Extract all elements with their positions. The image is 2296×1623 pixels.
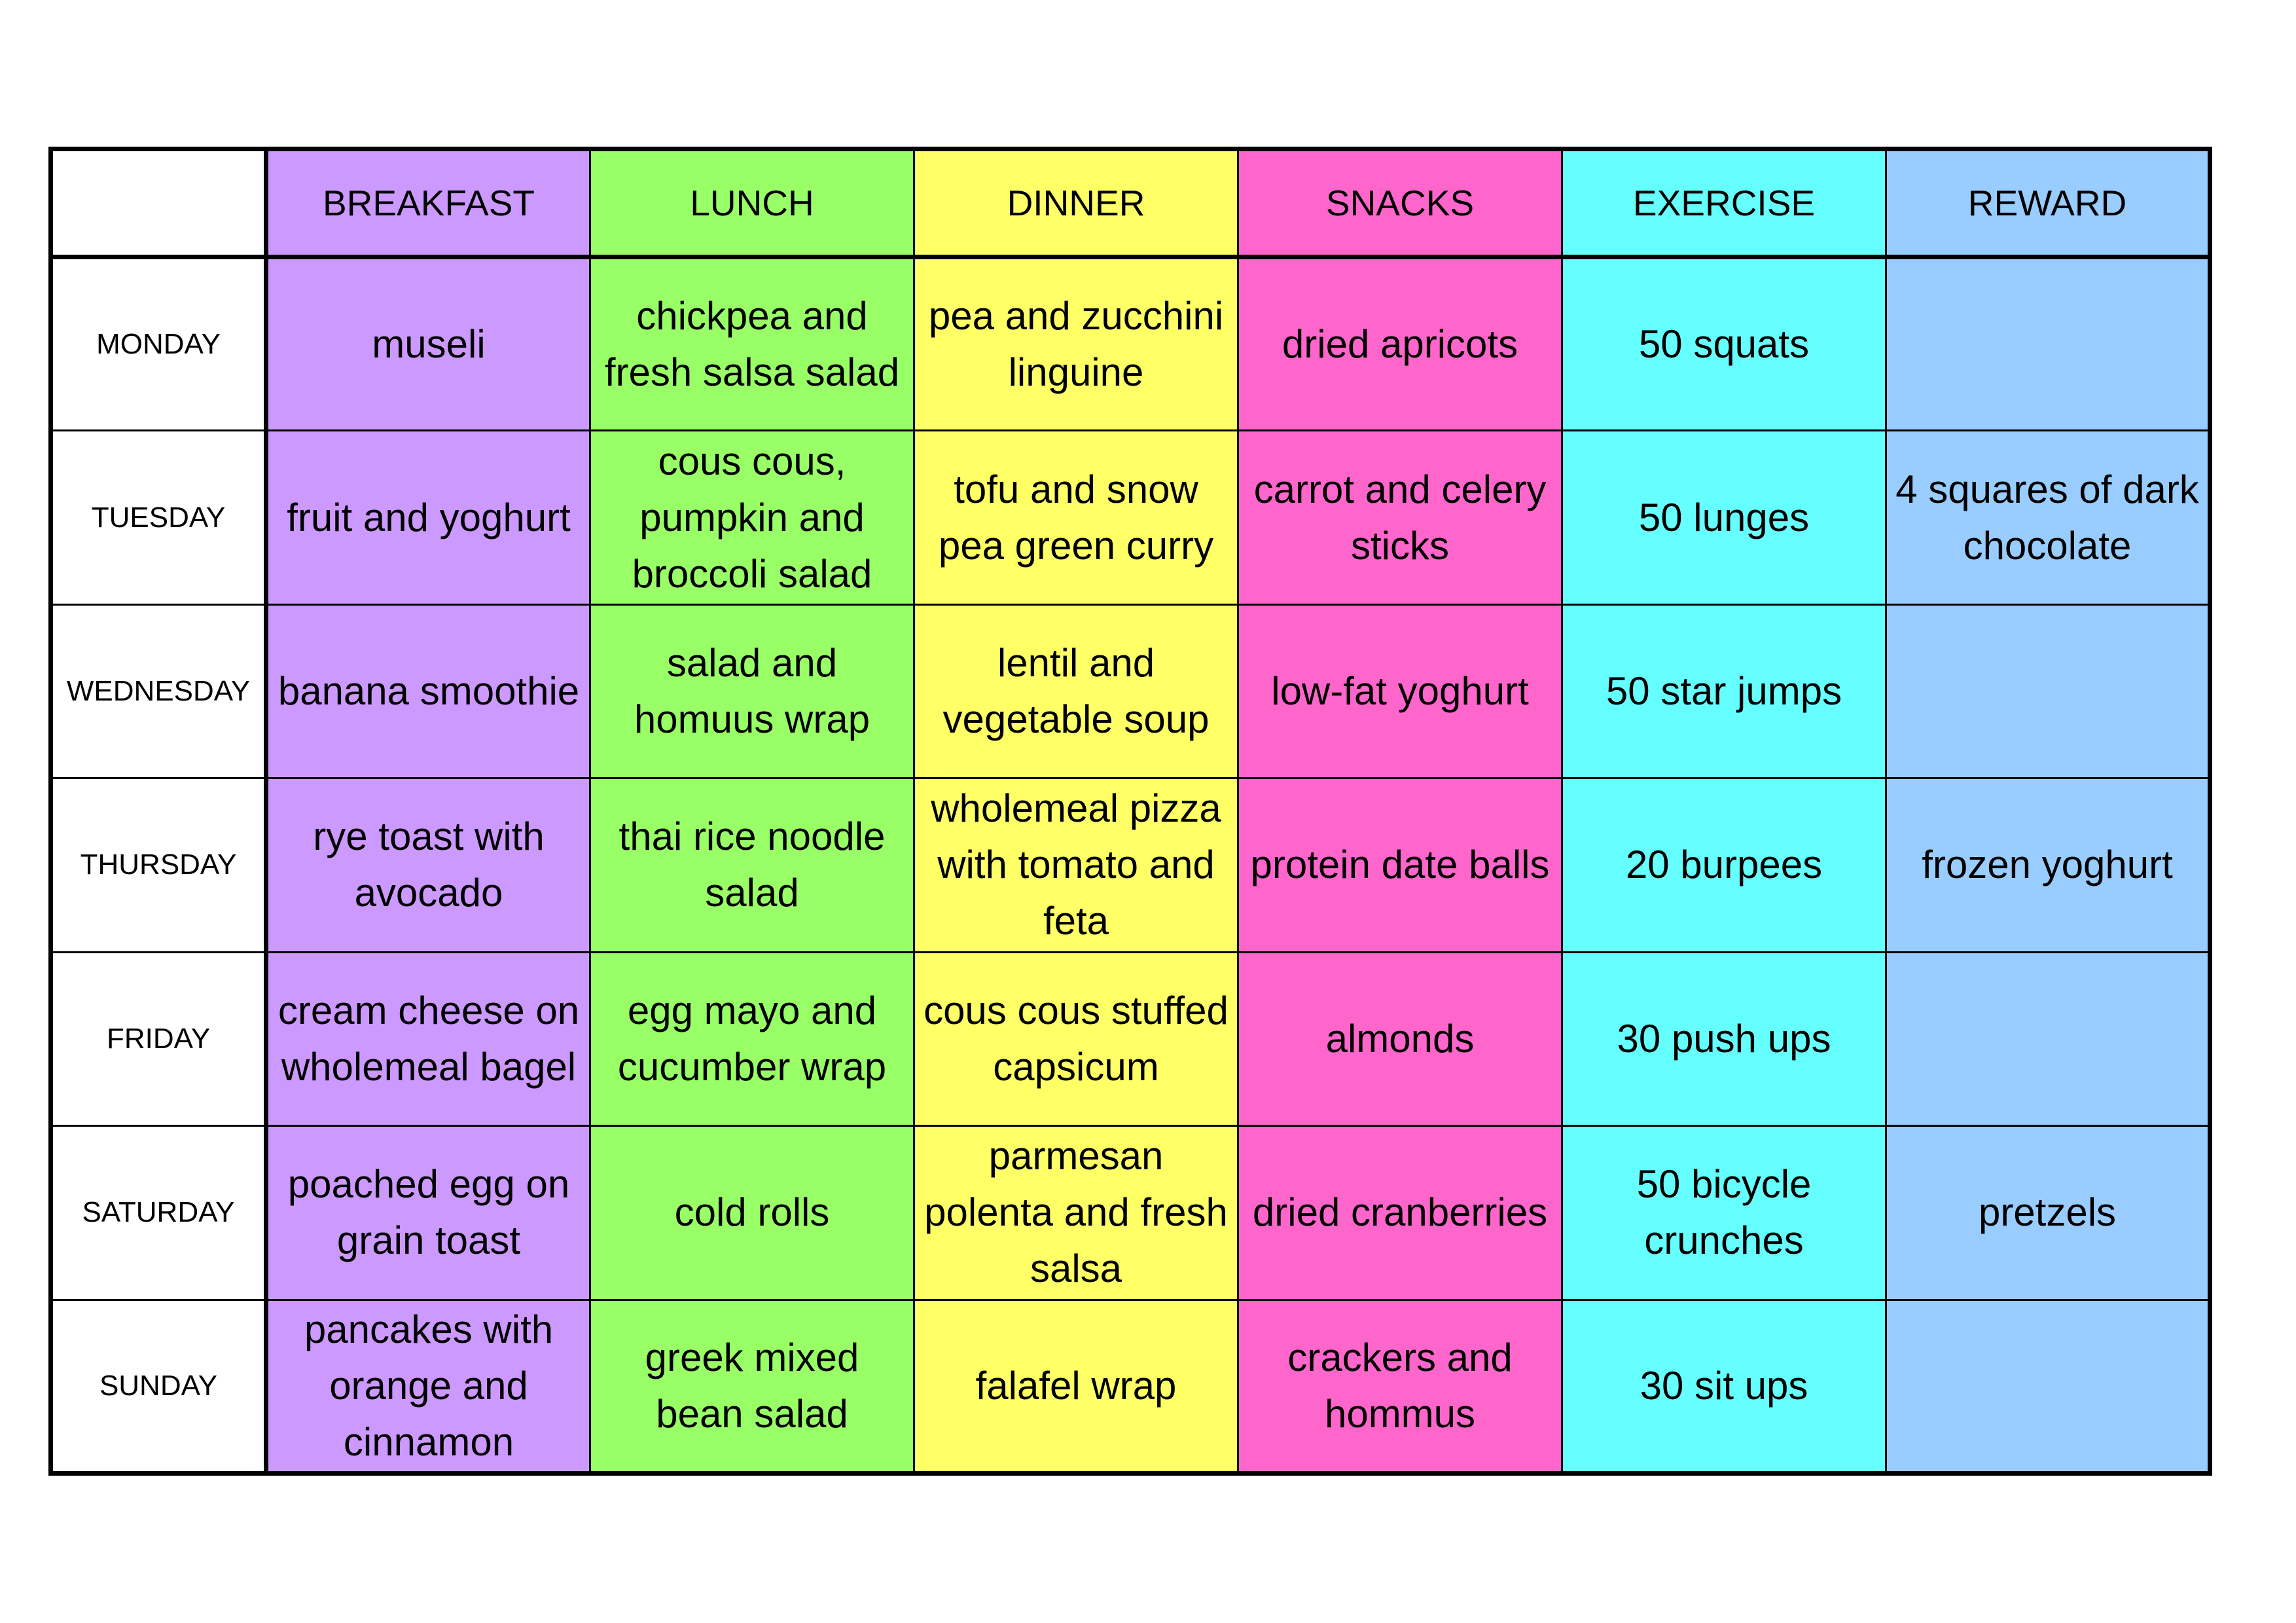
table-row-sunday: SUNDAY pancakes with orange and cinnamon… bbox=[50, 1298, 2211, 1475]
lunch-cell: thai rice noodle salad bbox=[589, 777, 915, 953]
reward-cell bbox=[1885, 1298, 2211, 1475]
dinner-cell: parmesan polenta and fresh salsa bbox=[913, 1125, 1239, 1301]
day-label: SUNDAY bbox=[50, 1298, 268, 1475]
breakfast-cell: banana smoothie bbox=[265, 603, 591, 780]
snacks-cell: crackers and hommus bbox=[1237, 1298, 1563, 1475]
header-exercise: EXERCISE bbox=[1561, 148, 1887, 259]
exercise-cell: 30 sit ups bbox=[1561, 1298, 1887, 1475]
reward-cell: 4 squares of dark chocolate bbox=[1885, 429, 2211, 606]
exercise-cell: 50 bicycle crunches bbox=[1561, 1125, 1887, 1301]
lunch-cell: egg mayo and cucumber wrap bbox=[589, 951, 915, 1127]
table-row-saturday: SATURDAY poached egg on grain toast cold… bbox=[50, 1125, 2211, 1301]
snacks-cell: almonds bbox=[1237, 951, 1563, 1127]
snacks-cell: protein date balls bbox=[1237, 777, 1563, 953]
day-label: MONDAY bbox=[50, 255, 268, 432]
day-label: THURSDAY bbox=[50, 777, 268, 953]
day-label: WEDNESDAY bbox=[50, 603, 268, 780]
lunch-cell: cold rolls bbox=[589, 1125, 915, 1301]
dinner-cell: tofu and snow pea green curry bbox=[913, 429, 1239, 606]
header-row: BREAKFAST LUNCH DINNER SNACKS EXERCISE R… bbox=[50, 148, 2211, 259]
table-row-tuesday: TUESDAY fruit and yoghurt cous cous, pum… bbox=[50, 429, 2211, 606]
reward-cell: pretzels bbox=[1885, 1125, 2211, 1301]
reward-cell bbox=[1885, 603, 2211, 780]
exercise-cell: 50 star jumps bbox=[1561, 603, 1887, 780]
day-label: TUESDAY bbox=[50, 429, 268, 606]
dinner-cell: lentil and vegetable soup bbox=[913, 603, 1239, 780]
snacks-cell: dried apricots bbox=[1237, 255, 1563, 432]
exercise-cell: 50 squats bbox=[1561, 255, 1887, 432]
breakfast-cell: fruit and yoghurt bbox=[265, 429, 591, 606]
header-reward: REWARD bbox=[1885, 148, 2211, 259]
breakfast-cell: poached egg on grain toast bbox=[265, 1125, 591, 1301]
reward-cell: frozen yoghurt bbox=[1885, 777, 2211, 953]
reward-cell bbox=[1885, 255, 2211, 432]
header-snacks: SNACKS bbox=[1237, 148, 1563, 259]
dinner-cell: cous cous stuffed capsicum bbox=[913, 951, 1239, 1127]
header-dinner: DINNER bbox=[913, 148, 1239, 259]
snacks-cell: dried cranberries bbox=[1237, 1125, 1563, 1301]
table-row-friday: FRIDAY cream cheese on wholemeal bagel e… bbox=[50, 951, 2211, 1127]
breakfast-cell: cream cheese on wholemeal bagel bbox=[265, 951, 591, 1127]
table-row-monday: MONDAY museli chickpea and fresh salsa s… bbox=[50, 255, 2211, 432]
breakfast-cell: pancakes with orange and cinnamon bbox=[265, 1298, 591, 1475]
header-breakfast: BREAKFAST bbox=[265, 148, 591, 259]
dinner-cell: wholemeal pizza with tomato and feta bbox=[913, 777, 1239, 953]
dinner-cell: falafel wrap bbox=[913, 1298, 1239, 1475]
breakfast-cell: rye toast with avocado bbox=[265, 777, 591, 953]
corner-cell bbox=[50, 148, 268, 259]
day-label: FRIDAY bbox=[50, 951, 268, 1127]
lunch-cell: salad and homuus wrap bbox=[589, 603, 915, 780]
exercise-cell: 20 burpees bbox=[1561, 777, 1887, 953]
snacks-cell: low-fat yoghurt bbox=[1237, 603, 1563, 780]
breakfast-cell: museli bbox=[265, 255, 591, 432]
day-label: SATURDAY bbox=[50, 1125, 268, 1301]
weekly-meal-planner-table: BREAKFAST LUNCH DINNER SNACKS EXERCISE R… bbox=[48, 147, 2212, 1476]
dinner-cell: pea and zucchini linguine bbox=[913, 255, 1239, 432]
lunch-cell: chickpea and fresh salsa salad bbox=[589, 255, 915, 432]
table-row-wednesday: WEDNESDAY banana smoothie salad and homu… bbox=[50, 603, 2211, 780]
table-row-thursday: THURSDAY rye toast with avocado thai ric… bbox=[50, 777, 2211, 953]
header-lunch: LUNCH bbox=[589, 148, 915, 259]
lunch-cell: greek mixed bean salad bbox=[589, 1298, 915, 1475]
lunch-cell: cous cous, pumpkin and broccoli salad bbox=[589, 429, 915, 606]
exercise-cell: 50 lunges bbox=[1561, 429, 1887, 606]
snacks-cell: carrot and celery sticks bbox=[1237, 429, 1563, 606]
reward-cell bbox=[1885, 951, 2211, 1127]
exercise-cell: 30 push ups bbox=[1561, 951, 1887, 1127]
